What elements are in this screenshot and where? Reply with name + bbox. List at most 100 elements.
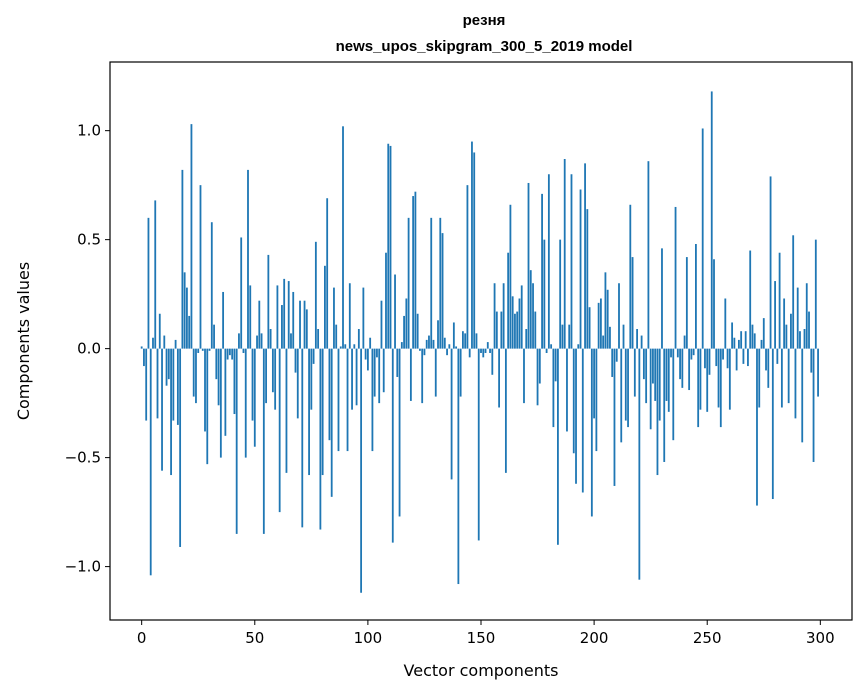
bar [287, 281, 290, 349]
bar [208, 348, 211, 351]
y-tick-label: 1.0 [77, 122, 101, 140]
bar [409, 348, 412, 401]
bar [448, 344, 451, 349]
bar [421, 348, 424, 404]
bar [337, 348, 340, 452]
bar [670, 348, 672, 358]
bar [810, 348, 813, 373]
x-tick-label: 150 [467, 629, 496, 647]
bar [783, 298, 786, 349]
bar [163, 335, 166, 349]
bar [710, 91, 713, 349]
bar [584, 163, 586, 349]
bar [192, 348, 195, 397]
x-tick-label: 50 [245, 629, 264, 647]
bar [575, 348, 577, 484]
bar [346, 348, 349, 452]
bar [143, 348, 145, 367]
bar [740, 331, 743, 349]
bar [652, 348, 654, 384]
bar [210, 222, 213, 349]
bar [412, 196, 415, 349]
bar [615, 348, 618, 362]
bar [197, 348, 200, 353]
bar [238, 333, 240, 349]
bar [387, 143, 390, 349]
bar [606, 289, 609, 349]
bar [507, 252, 510, 349]
bar [613, 348, 616, 486]
bar [491, 348, 494, 375]
bar [260, 333, 263, 349]
bar [396, 348, 399, 377]
bar [373, 348, 376, 397]
bar [801, 348, 804, 443]
bar [247, 169, 249, 349]
bar [663, 348, 666, 462]
bar [446, 348, 448, 356]
bar [547, 174, 550, 349]
bar [695, 244, 697, 349]
bar [425, 339, 428, 349]
bar [394, 274, 396, 349]
bar [190, 124, 193, 349]
bar [382, 348, 385, 393]
bar [154, 200, 157, 349]
bar [543, 239, 546, 349]
bar [480, 348, 482, 353]
bar [457, 348, 460, 585]
bar [676, 348, 679, 358]
bar [747, 348, 749, 367]
bar [799, 331, 801, 349]
bar [473, 152, 476, 349]
bar [493, 283, 496, 349]
bar-series [140, 91, 819, 593]
bar [251, 348, 254, 421]
bar [520, 285, 523, 349]
bar [140, 346, 143, 349]
bar [636, 329, 638, 349]
bar [240, 237, 243, 349]
bar [344, 344, 347, 349]
bar [348, 283, 351, 349]
bar [667, 348, 670, 412]
bar [215, 348, 218, 380]
bar [271, 348, 274, 393]
bar [557, 348, 559, 545]
bar [774, 281, 776, 349]
bar [265, 348, 267, 404]
bar [749, 250, 752, 349]
bar [681, 348, 684, 388]
bar [217, 348, 220, 406]
bar [165, 348, 168, 386]
bar [172, 348, 175, 421]
bar [274, 348, 277, 410]
bar [599, 298, 602, 349]
bar [602, 335, 605, 349]
bar [398, 348, 401, 517]
bar [597, 302, 600, 349]
bar [778, 252, 781, 349]
bar [428, 335, 430, 349]
bar [199, 185, 202, 349]
bar [486, 342, 489, 349]
bar [722, 348, 724, 360]
bar [477, 348, 480, 541]
bar [434, 348, 437, 397]
x-tick-label: 100 [354, 629, 383, 647]
bar [278, 348, 281, 513]
bar [326, 198, 329, 349]
bar [500, 311, 503, 349]
bar [188, 315, 191, 349]
x-axis-label: Vector components [404, 661, 559, 680]
bar [518, 298, 521, 349]
bar [509, 204, 512, 349]
bar [674, 206, 677, 349]
bar [342, 126, 344, 349]
bar [147, 217, 150, 349]
bar [176, 348, 179, 425]
bar [541, 193, 543, 349]
bar [249, 285, 252, 349]
bar [769, 176, 772, 349]
